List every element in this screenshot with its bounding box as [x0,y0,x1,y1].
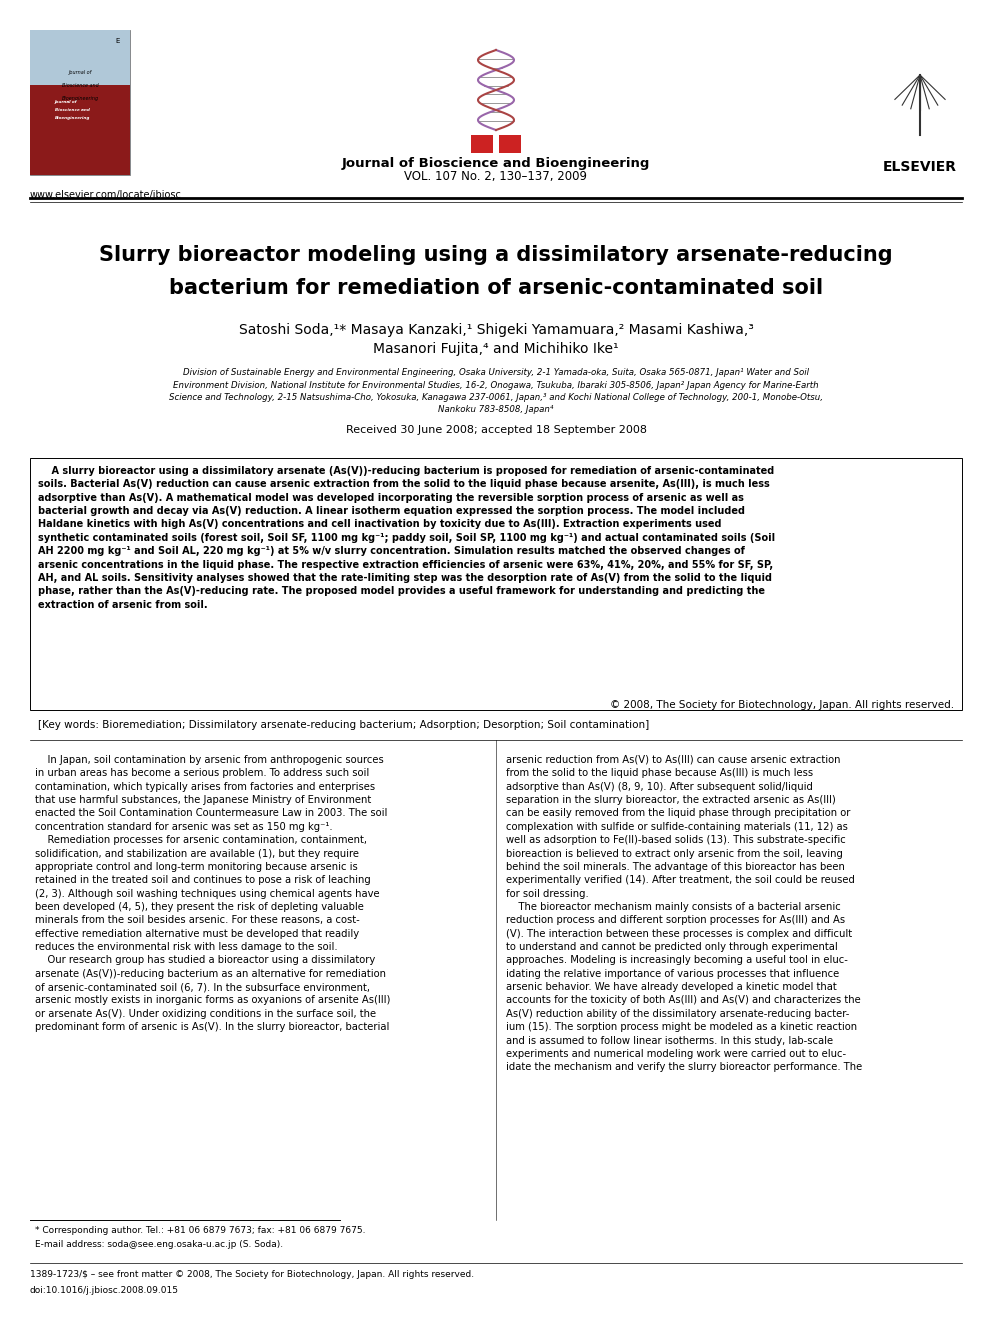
Text: Journal of: Journal of [68,70,91,75]
Text: Satoshi Soda,¹* Masaya Kanzaki,¹ Shigeki Yamamuara,² Masami Kashiwa,³: Satoshi Soda,¹* Masaya Kanzaki,¹ Shigeki… [238,323,754,337]
Text: www.elsevier.com/locate/jbiosc: www.elsevier.com/locate/jbiosc [30,191,182,200]
Text: Slurry bioreactor modeling using a dissimilatory arsenate-reducing: Slurry bioreactor modeling using a dissi… [99,245,893,265]
Text: [Key words: Bioremediation; Dissimilatory arsenate-reducing bacterium; Adsorptio: [Key words: Bioremediation; Dissimilator… [38,720,649,730]
Text: A slurry bioreactor using a dissimilatory arsenate (As(V))-reducing bacterium is: A slurry bioreactor using a dissimilator… [38,466,775,610]
Bar [30,30,130,85]
Text: Journal of: Journal of [55,101,77,105]
Text: Division of Sustainable Energy and Environmental Engineering, Osaka University, : Division of Sustainable Energy and Envir… [169,368,823,414]
Text: Bioscience and: Bioscience and [62,83,98,89]
Text: * Corresponding author. Tel.: +81 06 6879 7673; fax: +81 06 6879 7675.: * Corresponding author. Tel.: +81 06 687… [35,1226,365,1234]
Bar [499,135,521,153]
Text: Bioengineering: Bioengineering [62,97,98,101]
Text: In Japan, soil contamination by arsenic from anthropogenic sources
in urban area: In Japan, soil contamination by arsenic … [35,755,391,1032]
Bar [471,135,493,153]
Text: Bioscience and: Bioscience and [55,108,90,112]
Text: © 2008, The Society for Biotechnology, Japan. All rights reserved.: © 2008, The Society for Biotechnology, J… [610,700,954,710]
Text: arsenic reduction from As(V) to As(III) can cause arsenic extraction
from the so: arsenic reduction from As(V) to As(III) … [506,755,862,1072]
Text: VOL. 107 No. 2, 130–137, 2009: VOL. 107 No. 2, 130–137, 2009 [405,169,587,183]
Text: E-mail address: soda@see.eng.osaka-u.ac.jp (S. Soda).: E-mail address: soda@see.eng.osaka-u.ac.… [35,1240,283,1249]
Text: Received 30 June 2008; accepted 18 September 2008: Received 30 June 2008; accepted 18 Septe… [345,425,647,435]
Text: doi:10.1016/j.jbiosc.2008.09.015: doi:10.1016/j.jbiosc.2008.09.015 [30,1286,179,1295]
Text: Bioengineering: Bioengineering [55,116,90,120]
Text: Masanori Fujita,⁴ and Michihiko Ike¹: Masanori Fujita,⁴ and Michihiko Ike¹ [373,343,619,356]
Text: bacterium for remediation of arsenic-contaminated soil: bacterium for remediation of arsenic-con… [169,278,823,298]
Text: 1389-1723/$ – see front matter © 2008, The Society for Biotechnology, Japan. All: 1389-1723/$ – see front matter © 2008, T… [30,1270,474,1279]
Bar [30,30,130,175]
Text: ELSEVIER: ELSEVIER [883,160,957,175]
Bar [30,85,130,175]
Text: E: E [116,38,120,44]
Bar [30,458,962,710]
Text: Journal of Bioscience and Bioengineering: Journal of Bioscience and Bioengineering [342,157,650,169]
